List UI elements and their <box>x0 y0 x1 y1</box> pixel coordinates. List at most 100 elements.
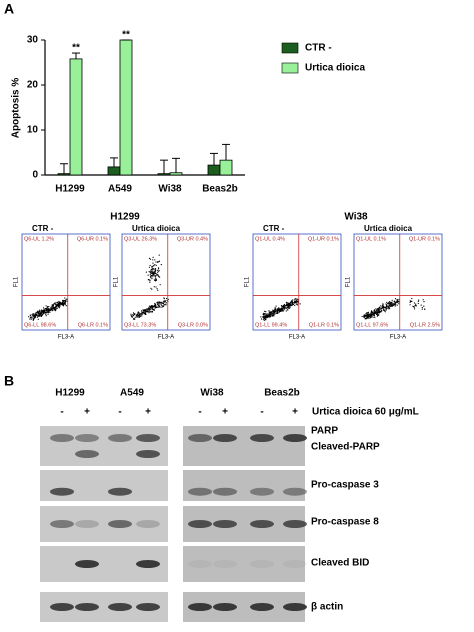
event-dot <box>391 301 393 303</box>
event-dot <box>376 309 378 311</box>
event-dot <box>384 306 386 308</box>
event-dot <box>394 305 396 307</box>
event-dot <box>288 305 290 307</box>
event-dot <box>388 307 390 309</box>
quadrant-label: Q1-LR 0.1% <box>309 322 339 328</box>
event-dot <box>263 310 266 312</box>
axis-label: FL3-A <box>158 335 174 341</box>
event-dot <box>289 303 291 305</box>
event-dot <box>292 303 295 306</box>
event-dot <box>47 313 49 315</box>
event-dot <box>149 264 151 267</box>
event-dot <box>273 313 275 315</box>
event-dot <box>60 303 62 305</box>
event-dot <box>135 314 137 316</box>
event-dot <box>158 305 160 307</box>
event-dot <box>396 304 398 306</box>
event-dot <box>151 278 153 280</box>
y-tick-label: 0 <box>32 170 38 181</box>
bar <box>57 173 71 176</box>
event-dot <box>148 271 150 273</box>
event-dot <box>158 268 160 270</box>
event-dot <box>398 301 400 303</box>
event-dot <box>274 313 276 315</box>
event-dot <box>374 316 376 318</box>
event-dot <box>409 304 411 306</box>
event-dot <box>49 311 51 313</box>
plot-frame <box>353 233 443 331</box>
event-dot <box>290 303 292 305</box>
event-dot <box>294 299 296 301</box>
event-dot <box>43 312 45 314</box>
event-dot <box>283 307 285 309</box>
event-dot <box>130 313 132 315</box>
event-dot <box>58 300 60 303</box>
quadrant-label: Q1-UR 0.1% <box>409 236 440 242</box>
event-dot <box>145 309 147 311</box>
event-dot <box>297 302 299 304</box>
event-dot <box>48 311 50 314</box>
event-dot <box>373 316 375 318</box>
quadrant-label: Q6-UR 0.1% <box>77 236 108 242</box>
event-dot <box>66 298 68 300</box>
event-dot <box>149 279 151 281</box>
significance: ** <box>72 43 80 54</box>
event-dot <box>414 308 416 310</box>
blot-band <box>136 520 160 528</box>
blot-band <box>50 434 74 442</box>
event-dot <box>144 310 146 312</box>
blot-band <box>75 520 99 528</box>
event-dot <box>149 258 152 260</box>
legend-label: CTR - <box>305 43 332 54</box>
significance: ** <box>122 30 130 41</box>
event-dot <box>413 302 415 304</box>
event-dot <box>394 298 397 300</box>
event-dot <box>374 311 376 314</box>
event-dot <box>388 306 390 308</box>
blot-band <box>250 603 274 611</box>
quadrant-label: Q1-UL 0.4% <box>255 236 285 242</box>
event-dot <box>283 306 285 308</box>
event-dot <box>149 281 151 283</box>
event-dot <box>371 316 373 318</box>
event-dot <box>163 301 165 303</box>
blot-band <box>188 434 212 442</box>
event-dot <box>41 313 44 315</box>
event-dot <box>149 273 151 275</box>
event-dot <box>290 304 292 306</box>
event-dot <box>154 275 157 277</box>
event-dot <box>147 309 149 311</box>
event-dot <box>32 314 34 316</box>
event-dot <box>276 308 279 310</box>
event-dot <box>420 304 422 306</box>
event-dot <box>62 299 64 301</box>
event-dot <box>151 266 153 268</box>
event-dot <box>134 313 136 315</box>
axis-label: FL1 <box>346 276 352 287</box>
plot-frame <box>121 233 211 331</box>
y-tick-label: 20 <box>27 80 39 91</box>
event-dot <box>378 308 380 310</box>
treatment-sign: - <box>260 407 263 418</box>
axis-label: FL3-A <box>58 335 74 341</box>
quadrant-label: Q3-UL 26.3% <box>124 236 157 242</box>
event-dot <box>148 306 150 308</box>
event-dot <box>57 303 59 306</box>
event-dot <box>396 301 398 303</box>
event-dot <box>151 305 153 307</box>
event-dot <box>162 305 164 307</box>
event-dot <box>152 309 154 311</box>
event-dot <box>415 304 417 306</box>
event-dot <box>293 302 295 304</box>
y-tick-label: 30 <box>27 35 39 46</box>
blot-band <box>213 487 237 496</box>
event-dot <box>412 305 414 307</box>
event-dot <box>367 312 369 314</box>
event-dot <box>61 301 64 303</box>
event-dot <box>146 309 148 311</box>
event-dot <box>144 313 146 315</box>
event-dot <box>55 306 58 308</box>
event-dot <box>376 313 378 315</box>
event-dot <box>151 269 153 271</box>
event-dot <box>384 311 386 313</box>
